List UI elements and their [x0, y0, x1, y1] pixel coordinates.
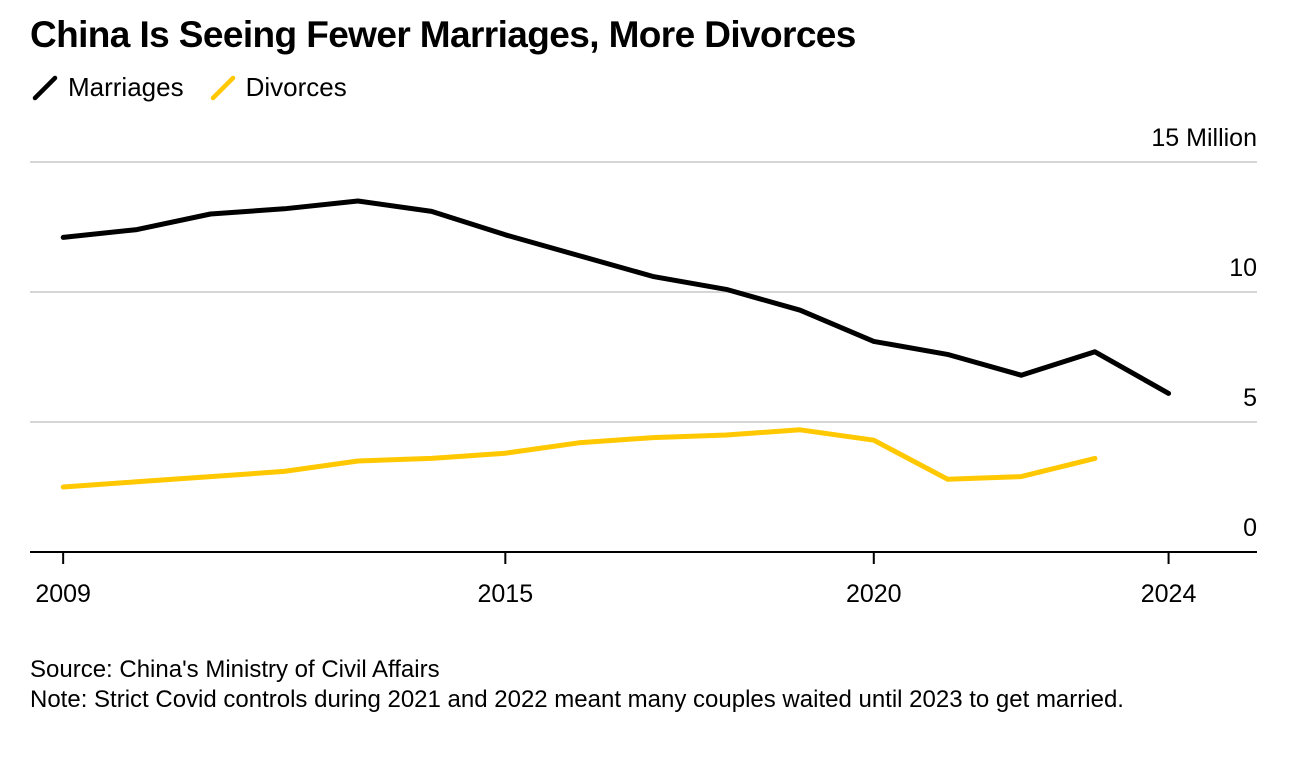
chart-title: China Is Seeing Fewer Marriages, More Di… — [30, 14, 856, 55]
series-line-divorces — [60, 427, 1098, 490]
series-line-marriages — [60, 198, 1172, 396]
chart-note: Note: Strict Covid controls during 2021 … — [30, 686, 1124, 713]
legend-label-divorces: Divorces — [245, 72, 347, 102]
divorces-line-swatch-icon — [210, 75, 235, 100]
y-tick-label-15: 15 Million — [1151, 124, 1257, 152]
x-tick-label-2020: 2020 — [846, 580, 902, 608]
legend-label-marriages: Marriages — [68, 72, 184, 102]
marriages-line-swatch-icon — [32, 75, 58, 100]
legend-item-divorces: Divorces — [208, 72, 347, 103]
x-tick-label-2015: 2015 — [478, 580, 534, 608]
x-tick-label-2009: 2009 — [35, 580, 91, 608]
y-tick-label-0: 0 — [1243, 514, 1257, 542]
legend-item-marriages: Marriages — [30, 72, 184, 103]
x-tick-label-2024: 2024 — [1141, 580, 1197, 608]
y-tick-label-10: 10 — [1229, 254, 1257, 282]
y-tick-label-5: 5 — [1243, 384, 1257, 412]
chart-footer: Source: China's Ministry of Civil Affair… — [30, 655, 1230, 715]
legend: Marriages Divorces — [30, 72, 371, 103]
line-chart: 0 5 10 15 Million 2009 2015 2020 2024 — [30, 124, 1257, 608]
source-note: Source: China's Ministry of Civil Affair… — [30, 656, 440, 683]
